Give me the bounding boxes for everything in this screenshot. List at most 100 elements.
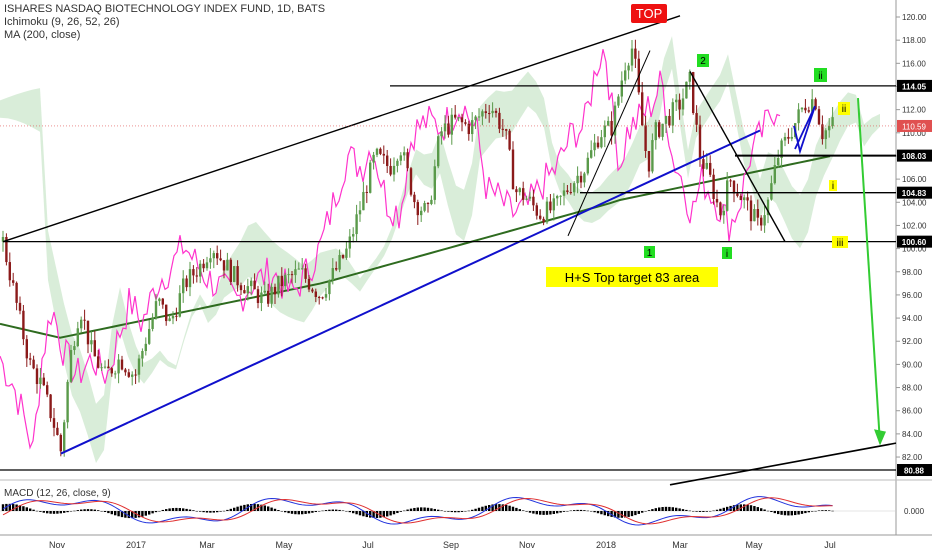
macd-legend: MACD (12, 26, close, 9) — [4, 488, 111, 499]
macd-bar — [569, 510, 572, 512]
cloud-segment — [736, 93, 744, 165]
macd-bar — [532, 511, 535, 514]
candle-body — [573, 183, 576, 193]
candle-body — [409, 168, 413, 195]
candle-body — [586, 157, 589, 174]
macd-bar — [90, 509, 93, 511]
candle-body — [644, 125, 647, 152]
macd-bar — [49, 511, 52, 514]
macd-bar — [29, 508, 32, 511]
candle-body — [182, 278, 185, 294]
candle-body — [29, 358, 32, 360]
macd-bar — [522, 510, 525, 511]
macd-bar — [260, 504, 263, 511]
macd-bar — [73, 510, 76, 512]
macd-bar — [542, 511, 545, 515]
cloud-segment — [176, 337, 184, 370]
cloud-segment — [800, 179, 808, 249]
macd-bar — [328, 509, 331, 511]
candle-body — [195, 275, 198, 277]
candle-body — [695, 113, 698, 125]
macd-bar — [103, 511, 107, 513]
candle-body — [766, 199, 770, 216]
macd-bar — [154, 511, 158, 513]
candle-body — [559, 195, 562, 197]
candle-body — [508, 130, 511, 150]
macd-bar — [165, 509, 168, 511]
candle-body — [583, 173, 586, 183]
macd-bar — [56, 511, 59, 514]
candle-body — [671, 102, 674, 126]
cloud-segment — [784, 169, 792, 239]
macd-bar — [675, 507, 678, 511]
macd-bar — [365, 511, 368, 518]
macd-bar — [297, 511, 300, 515]
cloud-segment — [480, 97, 488, 159]
top-label: TOP — [636, 6, 663, 21]
candle-body — [535, 205, 538, 216]
candle-body — [222, 260, 226, 271]
candle-body — [137, 358, 141, 375]
cloud-segment — [864, 117, 872, 147]
candle-body — [148, 328, 151, 344]
candle-body — [229, 259, 232, 282]
macd-bar — [579, 509, 583, 511]
candle-body — [566, 190, 569, 193]
macd-bar — [610, 511, 613, 517]
candle-body — [420, 210, 423, 216]
candle-body — [161, 298, 164, 305]
ichimoku-legend: Ichimoku (9, 26, 52, 26) — [4, 16, 120, 28]
y-tick-label: 100.00 — [902, 245, 927, 254]
cloud-segment — [416, 149, 424, 185]
wave-2-badge — [697, 54, 709, 67]
candle-body — [273, 286, 277, 295]
candle-body — [39, 377, 42, 385]
macd-bar — [314, 511, 317, 513]
cloud-segment — [80, 349, 88, 437]
candle-body — [297, 268, 300, 270]
candle-body — [219, 258, 222, 261]
macd-bar — [239, 505, 243, 511]
y-tick-label: 120.00 — [902, 13, 927, 22]
candle-body — [239, 285, 243, 291]
macd-bar — [712, 510, 715, 512]
macd-bar — [722, 507, 725, 511]
candle-body — [141, 351, 144, 359]
macd-bar — [406, 509, 409, 511]
level-price-label: 100.60 — [902, 238, 927, 247]
candle-body — [168, 318, 171, 322]
macd-bar — [100, 511, 103, 512]
macd-bar — [63, 511, 66, 513]
candle-body — [787, 136, 790, 139]
candle-body — [562, 190, 566, 196]
candle-body — [287, 274, 290, 276]
macd-bar — [447, 511, 450, 512]
candle-body — [260, 292, 263, 304]
macd-bar — [158, 510, 161, 512]
candle-body — [702, 159, 705, 169]
candle-body — [790, 136, 793, 139]
candle-body — [362, 191, 365, 211]
macd-bar — [392, 511, 396, 515]
macd-bar — [243, 504, 246, 511]
candle-body — [732, 180, 736, 194]
cloud-segment — [584, 192, 592, 224]
macd-bar — [131, 511, 134, 519]
macd-bar — [477, 507, 481, 511]
candle-body — [243, 290, 246, 294]
candle-body — [556, 196, 559, 199]
candle-body — [188, 269, 192, 288]
candle-body — [454, 114, 457, 118]
candle-body — [399, 155, 402, 161]
candle-body — [42, 377, 45, 386]
level-price-label: 108.03 — [902, 152, 927, 161]
macd-bar — [151, 511, 154, 514]
candle-body — [712, 174, 715, 199]
candle-body — [318, 296, 321, 298]
macd-bar — [753, 506, 756, 511]
macd-bar — [528, 511, 532, 513]
candle-body — [52, 418, 56, 428]
macd-bar — [794, 511, 797, 516]
candle-body — [763, 215, 766, 226]
candle-body — [341, 255, 345, 258]
